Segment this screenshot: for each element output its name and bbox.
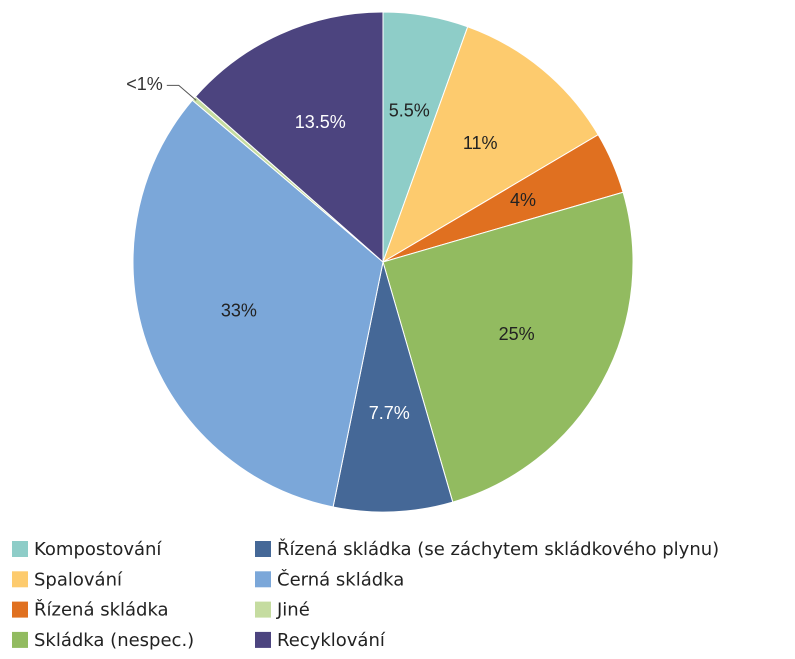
legend-label: Spalování [34,569,123,590]
slice-label: 25% [499,324,535,344]
leader-line [166,84,197,101]
legend-label: Černá skládka [277,568,404,590]
slice-label: 33% [221,301,257,321]
slice-label: 13.5% [295,112,346,132]
legend-label: Řízená skládka (se záchytem skládkového … [277,538,719,560]
legend-label: Jiné [276,600,310,621]
legend-swatch [12,571,28,588]
legend-swatch [12,541,28,557]
slice-label: 7.7% [369,403,410,423]
pie-slice [382,191,634,503]
pie-slice [132,99,384,508]
legend-swatch [255,541,271,557]
pie-slice [194,11,384,264]
pie-slice [382,26,599,264]
legend-swatch [255,631,271,648]
legend-label: Kompostování [34,539,162,560]
legend-label: Recyklování [277,630,386,651]
slice-label: 11% [463,133,498,153]
slice-label: <1% [126,74,163,94]
pie-slice [332,261,454,513]
legend-label: Skládka (nespec.) [34,630,194,651]
legend-swatch [255,601,271,618]
legend-swatch [12,631,28,648]
legend-label: Řízená skládka [34,599,169,621]
legend-swatch [12,601,28,618]
slice-label: 5.5% [389,101,430,121]
slice-label: 4% [510,190,536,210]
legend-swatch [255,571,271,588]
